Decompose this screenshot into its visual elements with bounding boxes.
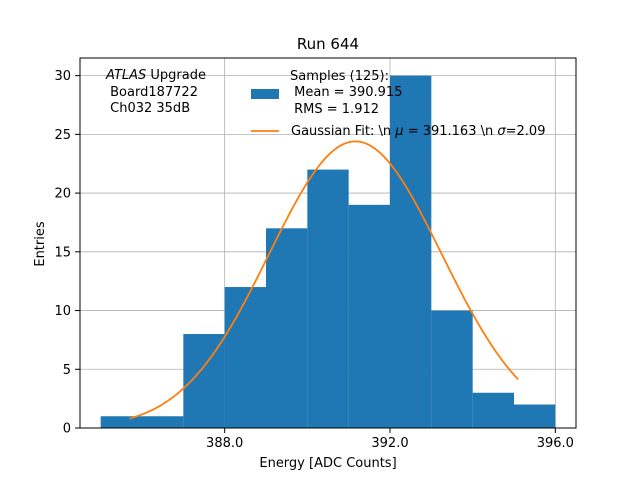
chart-title: Run 644 [297,35,359,53]
legend-hist-line-2: Mean = 390.915 [290,85,402,100]
legend-hist-swatch [251,89,279,99]
histogram-bar-4 [266,228,308,428]
atlas-annotation: ATLAS Upgrade Board187722 Ch032 35dB [105,68,206,116]
histogram-bar-9 [472,392,514,428]
plot-frame [79,57,577,429]
histogram-bar-8 [431,310,473,428]
y-tick-label-2: 10 [54,304,71,319]
x-tick-label-0: 388.0 [206,436,243,451]
legend-fit-sigma-symbol: σ [497,124,506,139]
legend-fit-sigma-value: =2.09 [506,124,546,139]
gaussian-fit-layer [129,140,519,420]
histogram-bars [100,75,556,429]
histogram-bar-3 [224,287,266,428]
histogram-bar-6 [348,204,390,428]
atlas-upgrade-text: Upgrade [146,68,206,83]
y-tick-label-6: 30 [54,69,71,84]
annotation-line-3: Ch032 35dB [106,101,190,116]
y-tick-label-0: 0 [63,422,71,437]
legend-hist-line-3: RMS = 1.912 [290,102,379,117]
histogram-bar-1 [142,416,184,428]
y-tick-label-1: 5 [63,363,71,378]
legend-fit-mu-value: = 391.163 \n [404,124,498,139]
x-tick-label-1: 392.0 [371,436,408,451]
x-tick-label-2: 396.0 [537,436,574,451]
gaussian-fit-curve [129,140,519,420]
y-tick-label-3: 15 [54,245,71,260]
histogram-bar-5 [307,169,349,429]
y-tick-label-4: 20 [54,187,71,202]
y-tick-label-5: 25 [54,128,71,143]
legend-fit-prefix: Gaussian Fit: \n [291,124,395,139]
legend-fit-mu-symbol: μ [394,124,403,139]
annotation-line-1: ATLAS Upgrade [105,68,206,83]
histogram-bar-2 [183,334,225,428]
histogram-bar-7 [390,75,432,428]
y-axis: 0 5 10 15 20 25 30 [54,69,80,437]
x-axis-label: Energy [ADC Counts] [259,456,396,471]
annotation-line-2: Board187722 [106,85,198,100]
legend-hist-line-1: Samples (125): [290,69,389,84]
histogram-bar-10 [514,404,556,428]
y-axis-label: Entries [33,221,48,267]
legend: Samples (125): Mean = 390.915 RMS = 1.91… [251,69,545,139]
x-axis: 388.0 392.0 396.0 [206,428,574,451]
legend-fit-label: Gaussian Fit: \n μ = 391.163 \n σ=2.09 [291,124,545,139]
atlas-italic-text: ATLAS [105,68,146,83]
histogram-bar-0 [100,416,142,428]
